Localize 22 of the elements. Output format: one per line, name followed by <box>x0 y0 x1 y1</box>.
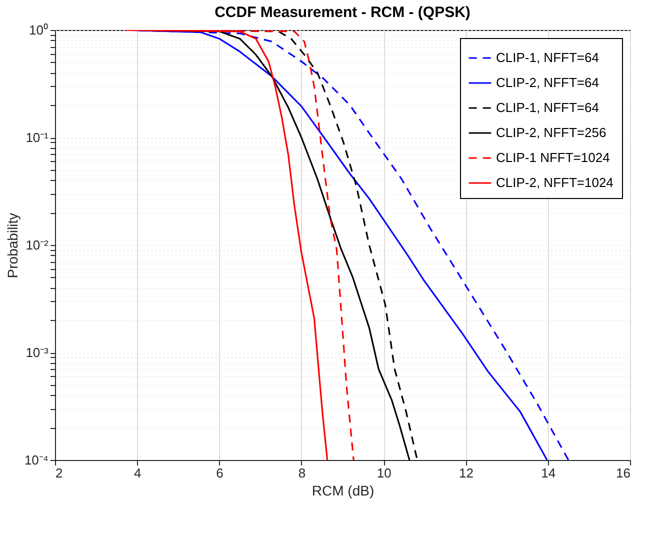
x-tick-label: 16 <box>616 466 630 480</box>
x-axis-title: RCM (dB) <box>312 482 374 498</box>
x-tick-label: 14 <box>541 466 556 480</box>
legend-label: CLIP-2, NFFT=256 <box>496 125 606 140</box>
x-tick-label: 12 <box>458 466 474 480</box>
x-tick-label: 6 <box>216 466 224 480</box>
legend-label: CLIP-1, NFFT=64 <box>496 100 599 115</box>
y-tick-label: 10⁻⁴ <box>24 452 48 468</box>
x-tick-label: 4 <box>134 466 142 480</box>
legend-label: CLIP-1 NFFT=1024 <box>496 150 610 165</box>
chart-title: CCDF Measurement - RCM - (QPSK) <box>214 4 470 21</box>
x-tick-label: 10 <box>376 466 392 480</box>
y-tick-label: 10⁰ <box>29 22 48 38</box>
y-tick-label: 10⁻¹ <box>26 130 50 145</box>
legend-label: CLIP-1, NFFT=64 <box>496 50 599 65</box>
legend-label: CLIP-2, NFFT=64 <box>496 75 599 90</box>
y-tick-label: 10⁻² <box>26 238 50 252</box>
y-axis-title: Probability <box>4 212 20 278</box>
y-tick-label: 10⁻³ <box>26 345 50 360</box>
x-tick-label: 8 <box>298 466 306 480</box>
legend-label: CLIP-2, NFFT=1024 <box>496 175 614 190</box>
x-tick-label: 2 <box>56 466 63 480</box>
